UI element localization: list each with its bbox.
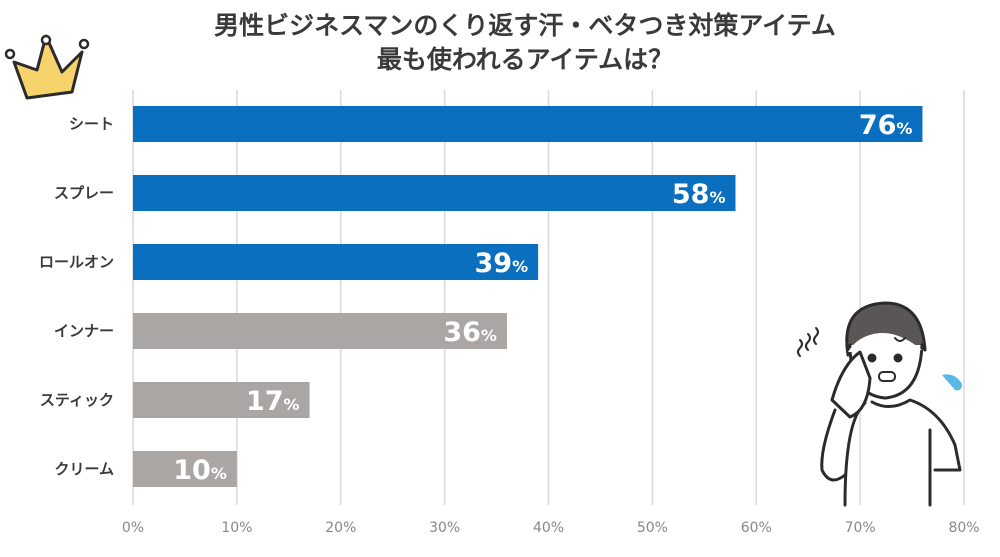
bar	[133, 451, 237, 487]
data-label: 58%	[672, 179, 726, 210]
category-label: シート	[69, 115, 114, 133]
bar	[133, 175, 736, 211]
chart-subtitle: 最も使われるアイテムは？	[377, 45, 673, 74]
bar	[133, 382, 310, 418]
chart-title: 男性ビジネスマンのくり返す汗・ベタつき対策アイテム	[214, 11, 836, 40]
x-tick-label: 70%	[845, 520, 876, 536]
category-label: クリーム	[54, 460, 114, 478]
x-tick-label: 60%	[741, 520, 772, 536]
category-label: スプレー	[54, 184, 114, 202]
category-label: ロールオン	[39, 253, 114, 271]
x-tick-label: 40%	[533, 520, 564, 536]
x-tick-label: 80%	[948, 520, 979, 536]
bar	[133, 106, 923, 142]
category-label: スティック	[40, 391, 114, 409]
x-tick-label: 50%	[637, 520, 668, 536]
x-tick-label: 0%	[122, 520, 144, 536]
bar	[133, 313, 507, 349]
x-tick-label: 20%	[325, 520, 356, 536]
x-tick-label: 30%	[429, 520, 460, 536]
sweating-man-illustration	[797, 301, 962, 507]
category-label: インナー	[54, 322, 114, 340]
x-tick-label: 10%	[221, 520, 252, 536]
bar	[133, 244, 539, 280]
crown-icon	[4, 34, 90, 100]
